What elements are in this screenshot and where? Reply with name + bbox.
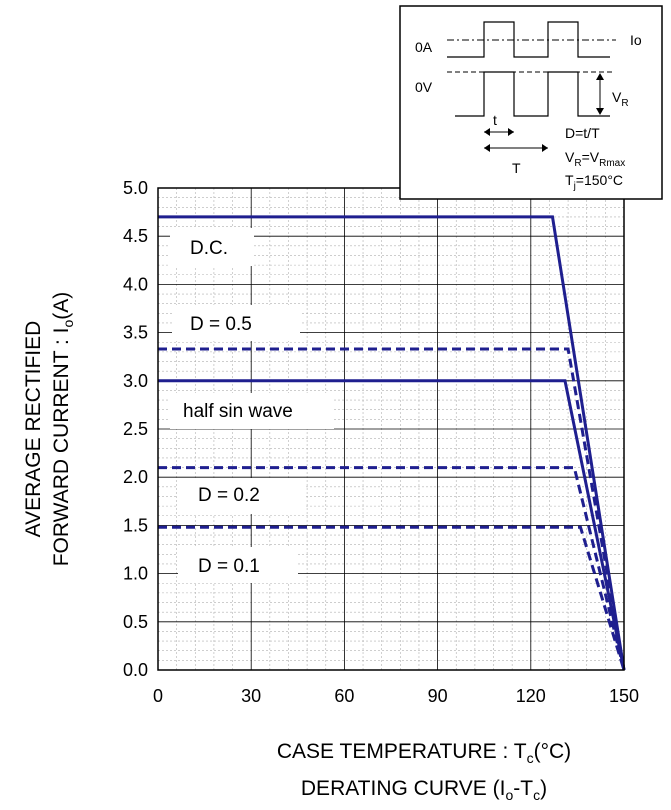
series-label-d05-text: D = 0.5 (190, 314, 252, 335)
inset-frame (399, 5, 663, 200)
inset-label-0a: 0A (415, 39, 433, 55)
series-label-d01: D = 0.1 (178, 547, 298, 583)
y-tick-label: 4.5 (123, 226, 148, 246)
series-layer (158, 215, 626, 671)
x-tick-label: 90 (428, 686, 448, 706)
inset-label-period: T (512, 160, 521, 176)
series-label-d05: D = 0.5 (172, 305, 300, 341)
chart-caption: DERATING CURVE (Io-Tc) (301, 777, 547, 803)
series-label-d02-text: D = 0.2 (198, 485, 260, 506)
inset-period-arrow (484, 144, 548, 152)
y-tick-label: 5.0 (123, 178, 148, 198)
inset-label-vr: VR (612, 89, 629, 109)
x-tick-label: 0 (153, 686, 163, 706)
y-tick-labels: 0.0 0.5 1.0 1.5 2.0 2.5 3.0 3.5 4.0 4.5 5.0 (123, 178, 148, 680)
y-tick-label: 3.0 (123, 371, 148, 391)
y-axis-label-line1: AVERAGE RECTIFIED (22, 321, 45, 538)
x-tick-label: 30 (241, 686, 261, 706)
x-axis-label: CASE TEMPERATURE : Tc(°C) (277, 740, 571, 766)
y-tick-label: 4.0 (123, 274, 148, 294)
series-line-4 (158, 525, 626, 671)
y-tick-label: 0.5 (123, 612, 148, 632)
inset-equation-tj: Tj=150°C (565, 172, 623, 192)
series-line-1 (158, 347, 626, 671)
inset-equation-duty: D=t/T (565, 125, 600, 141)
series-label-d02: D = 0.2 (178, 478, 306, 514)
inset-current-waveform (447, 21, 610, 58)
inset-label-io: Io (630, 32, 642, 48)
inset-vr-arrow (596, 73, 604, 115)
x-tick-labels: 0 30 60 90 120 150 (153, 686, 639, 706)
y-tick-label: 0.0 (123, 660, 148, 680)
x-tick-label: 150 (609, 686, 639, 706)
x-tick-label: 60 (334, 686, 354, 706)
series-label-dc: D.C. (170, 228, 254, 266)
inset-voltage-waveform (455, 71, 610, 117)
y-tick-label: 1.0 (123, 564, 148, 584)
series-label-d01-text: D = 0.1 (198, 556, 260, 577)
x-tick-label: 120 (516, 686, 546, 706)
series-label-half-sin-text: half sin wave (183, 401, 293, 422)
waveform-inset: 0A 0V Io VR t T D=t/T VR=VRmax Tj=150°C (399, 5, 663, 200)
plot-frame (157, 187, 625, 671)
inset-label-t: t (493, 112, 497, 128)
inset-label-0v: 0V (415, 79, 433, 95)
series-label-half-sin: half sin wave (170, 393, 334, 429)
series-line-2 (158, 379, 626, 671)
series-label-dc-text: D.C. (190, 238, 228, 259)
inset-equation-vr: VR=VRmax (565, 149, 625, 169)
y-tick-label: 1.5 (123, 515, 148, 535)
inset-t-arrow (484, 128, 514, 136)
y-axis-label-line2: FORWARD CURRENT : Io(A) (50, 292, 76, 567)
series-line-0 (158, 215, 626, 671)
y-tick-label: 2.5 (123, 419, 148, 439)
y-tick-label: 3.5 (123, 323, 148, 343)
y-tick-label: 2.0 (123, 467, 148, 487)
